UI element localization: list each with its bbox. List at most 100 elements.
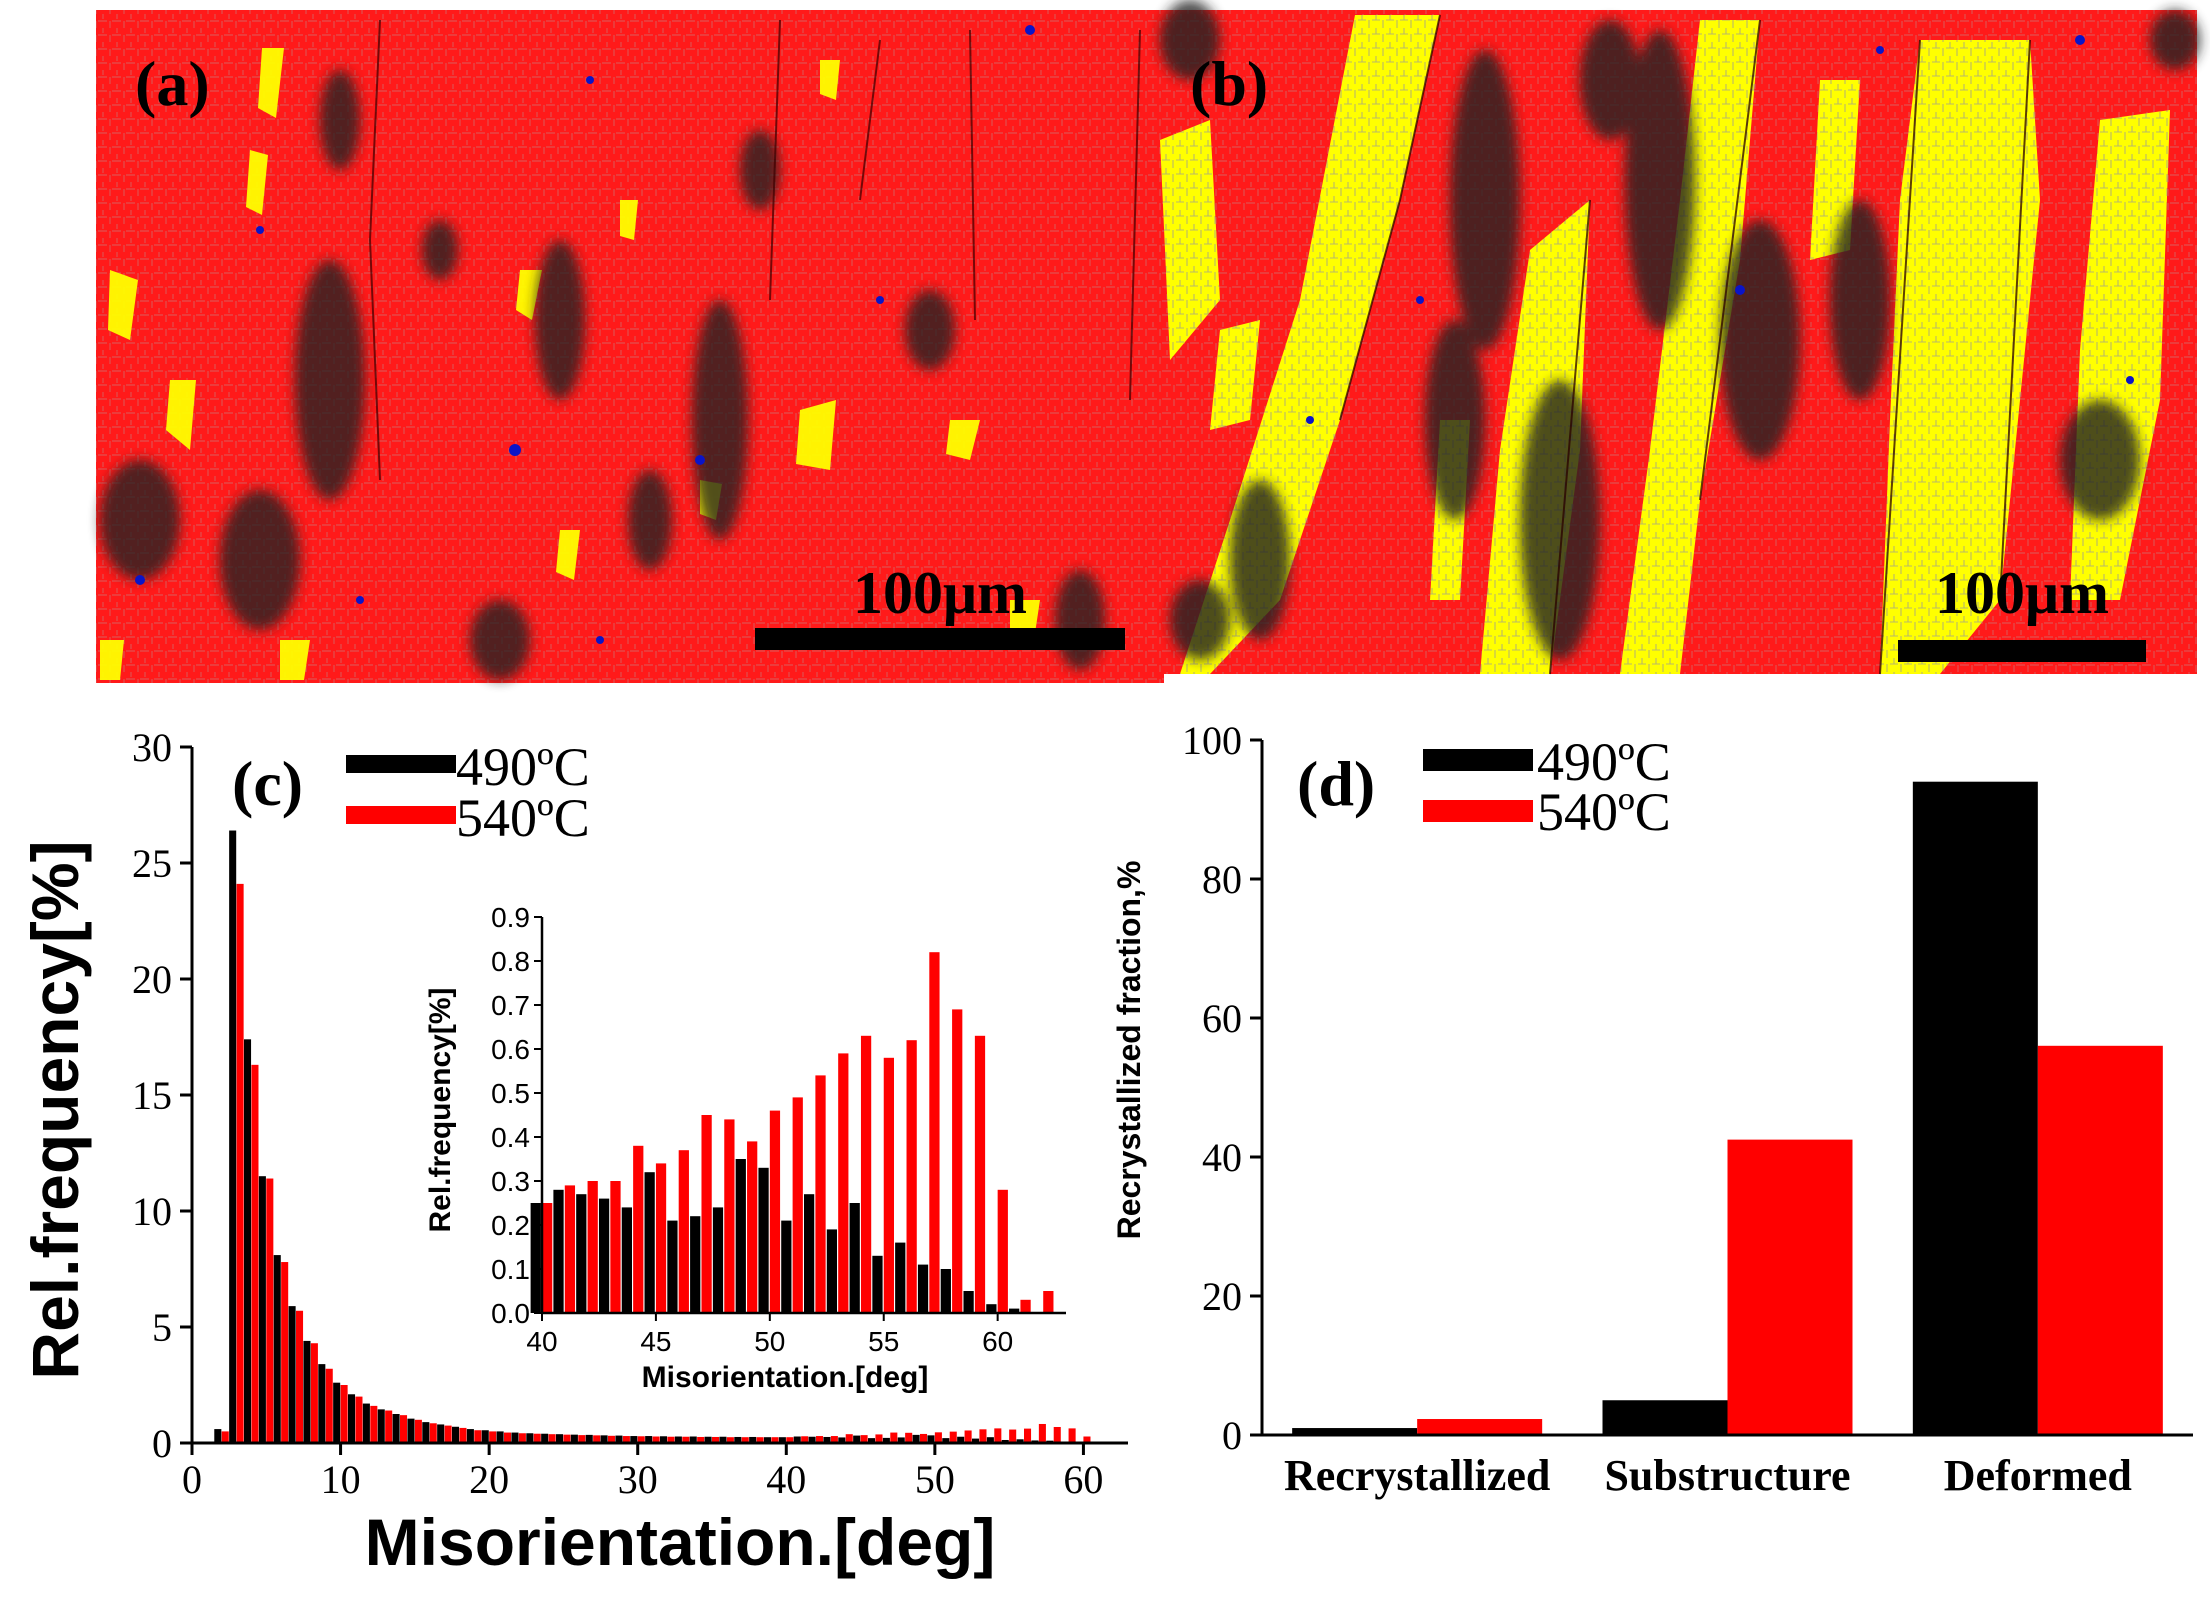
bar-d-substructure-540 (1727, 1139, 1853, 1435)
bar-c-540 (637, 1436, 645, 1443)
inset-bars (530, 952, 1054, 1313)
inset-ytick-label: 0.2 (491, 1210, 530, 1241)
bar-c-490 (318, 1364, 326, 1443)
inset-bar-540 (769, 1110, 781, 1313)
chart-c-panel-label: (c) (232, 748, 303, 819)
map-b-recrystallized-grains (1306, 35, 2134, 424)
legend-c-swatch-490 (346, 755, 456, 773)
bar-c-490 (1001, 1439, 1009, 1443)
bar-c-490 (838, 1437, 846, 1443)
inset-bar-490 (530, 1203, 541, 1313)
inset-ytick-label: 0.9 (491, 902, 530, 933)
bar-d-recrystallized-490 (1292, 1428, 1418, 1435)
inset-bar-540 (678, 1150, 689, 1313)
map-b-dark-regions (1160, 0, 2200, 660)
bar-c-490 (377, 1409, 385, 1443)
bar-c-540 (236, 883, 244, 1443)
bar-c-540 (608, 1435, 616, 1443)
inset-bar-540 (564, 1185, 576, 1313)
inset-axes: 0.0 0.1 0.2 0.3 0.4 0.5 0.6 0.7 0.8 0.9 40 45 50 55 60 (491, 902, 1066, 1357)
bar-c-490 (882, 1437, 890, 1443)
chart-c-ytick-label: 30 (132, 725, 172, 770)
inset-bar-540 (883, 1057, 894, 1313)
chart-d-ytick-label: 40 (1202, 1135, 1242, 1180)
bar-c-540 (296, 1310, 304, 1443)
chart-c: 0 5 10 15 20 25 30 0 10 20 30 40 50 60 (c) 490ºC 540º… (18, 725, 1128, 1579)
chart-c-ytick-label: 5 (152, 1305, 172, 1350)
bar-c-490 (511, 1432, 519, 1443)
bar-c-490 (288, 1306, 296, 1443)
inset-xtick-label: 60 (982, 1326, 1013, 1357)
bar-c-490 (719, 1436, 727, 1443)
map-a-recrystallized-grains (135, 25, 1035, 644)
bar-c-540 (875, 1434, 883, 1443)
bar-c-490 (764, 1437, 772, 1443)
inset-bar-490 (621, 1207, 632, 1313)
chart-c-xlabel: Misorientation.[deg] (365, 1505, 996, 1579)
bar-c-540 (1038, 1423, 1046, 1443)
inset-bar-490 (986, 1304, 997, 1313)
bar-c-540 (890, 1432, 898, 1443)
bar-c-540 (949, 1431, 957, 1443)
inset-bar-490 (712, 1207, 724, 1313)
chart-d-ytick-label: 80 (1202, 857, 1242, 902)
bar-c-490 (526, 1433, 534, 1443)
bar-c-540 (934, 1432, 942, 1443)
legend-d-swatch-490 (1423, 749, 1533, 771)
bar-c-490 (734, 1436, 742, 1443)
bar-c-490 (704, 1436, 712, 1443)
bar-c-540 (370, 1405, 378, 1443)
inset-bar-490 (895, 1242, 906, 1313)
panel-label-a: (a) (135, 48, 210, 119)
bar-c-540 (251, 1064, 259, 1443)
bar-c-540 (429, 1423, 437, 1443)
bar-c-490 (868, 1438, 876, 1443)
inset-bar-540 (610, 1181, 621, 1313)
bar-c-490 (972, 1438, 980, 1443)
chart-c-axes: 0 5 10 15 20 25 30 0 10 20 30 40 50 60 (132, 725, 1128, 1502)
inset-bar-490 (644, 1172, 655, 1313)
inset-bar-490 (598, 1198, 610, 1313)
bar-c-540 (474, 1430, 482, 1443)
bar-c-540 (741, 1437, 749, 1443)
inset-bar-490 (804, 1194, 815, 1313)
bar-c-490 (362, 1403, 370, 1443)
bar-c-490 (273, 1255, 281, 1443)
bar-c-490 (853, 1435, 861, 1443)
inset-bar-490 (781, 1220, 792, 1313)
bar-c-490 (778, 1437, 786, 1443)
chart-c-xtick-label: 30 (618, 1457, 658, 1502)
bar-c-490 (258, 1176, 266, 1443)
legend-d-label-540: 540ºC (1537, 782, 1671, 842)
bar-c-540 (622, 1436, 630, 1443)
legend-c-label-540: 540ºC (456, 788, 590, 848)
bar-c-540 (964, 1430, 972, 1443)
bar-c-490 (229, 830, 237, 1443)
inset-xtick-label: 50 (754, 1326, 785, 1357)
chart-c-xtick-label: 50 (915, 1457, 955, 1502)
bar-c-490 (407, 1418, 415, 1443)
inset-xlabel: Misorientation.[deg] (642, 1361, 929, 1394)
chart-c-xtick-label: 0 (182, 1457, 202, 1502)
bar-c-540 (459, 1427, 467, 1443)
bar-c-540 (385, 1410, 393, 1443)
bar-c-540 (860, 1435, 868, 1443)
chart-d-category-label: Deformed (1944, 1451, 2132, 1500)
bar-c-540 (310, 1343, 318, 1443)
bar-c-540 (400, 1415, 408, 1443)
bar-c-540 (1083, 1436, 1091, 1443)
inset-bar-540 (587, 1181, 598, 1313)
bar-c-540 (726, 1437, 734, 1443)
bar-c-540 (266, 1178, 274, 1443)
bar-c-490 (1016, 1439, 1024, 1443)
bar-c-490 (615, 1435, 623, 1443)
chart-d: Recrystallized Substructure Deformed 0 20 40 6… (1111, 718, 2193, 1500)
inset-bar-540 (792, 1097, 803, 1313)
scalebar-a (755, 628, 1125, 650)
bar-c-540 (221, 1431, 229, 1443)
chart-d-ytick-label: 0 (1222, 1413, 1242, 1458)
inset-ytick-label: 0.3 (491, 1166, 530, 1197)
inset-bar-540 (838, 1053, 849, 1313)
bar-c-490 (645, 1436, 653, 1443)
bar-c-540 (652, 1436, 660, 1443)
